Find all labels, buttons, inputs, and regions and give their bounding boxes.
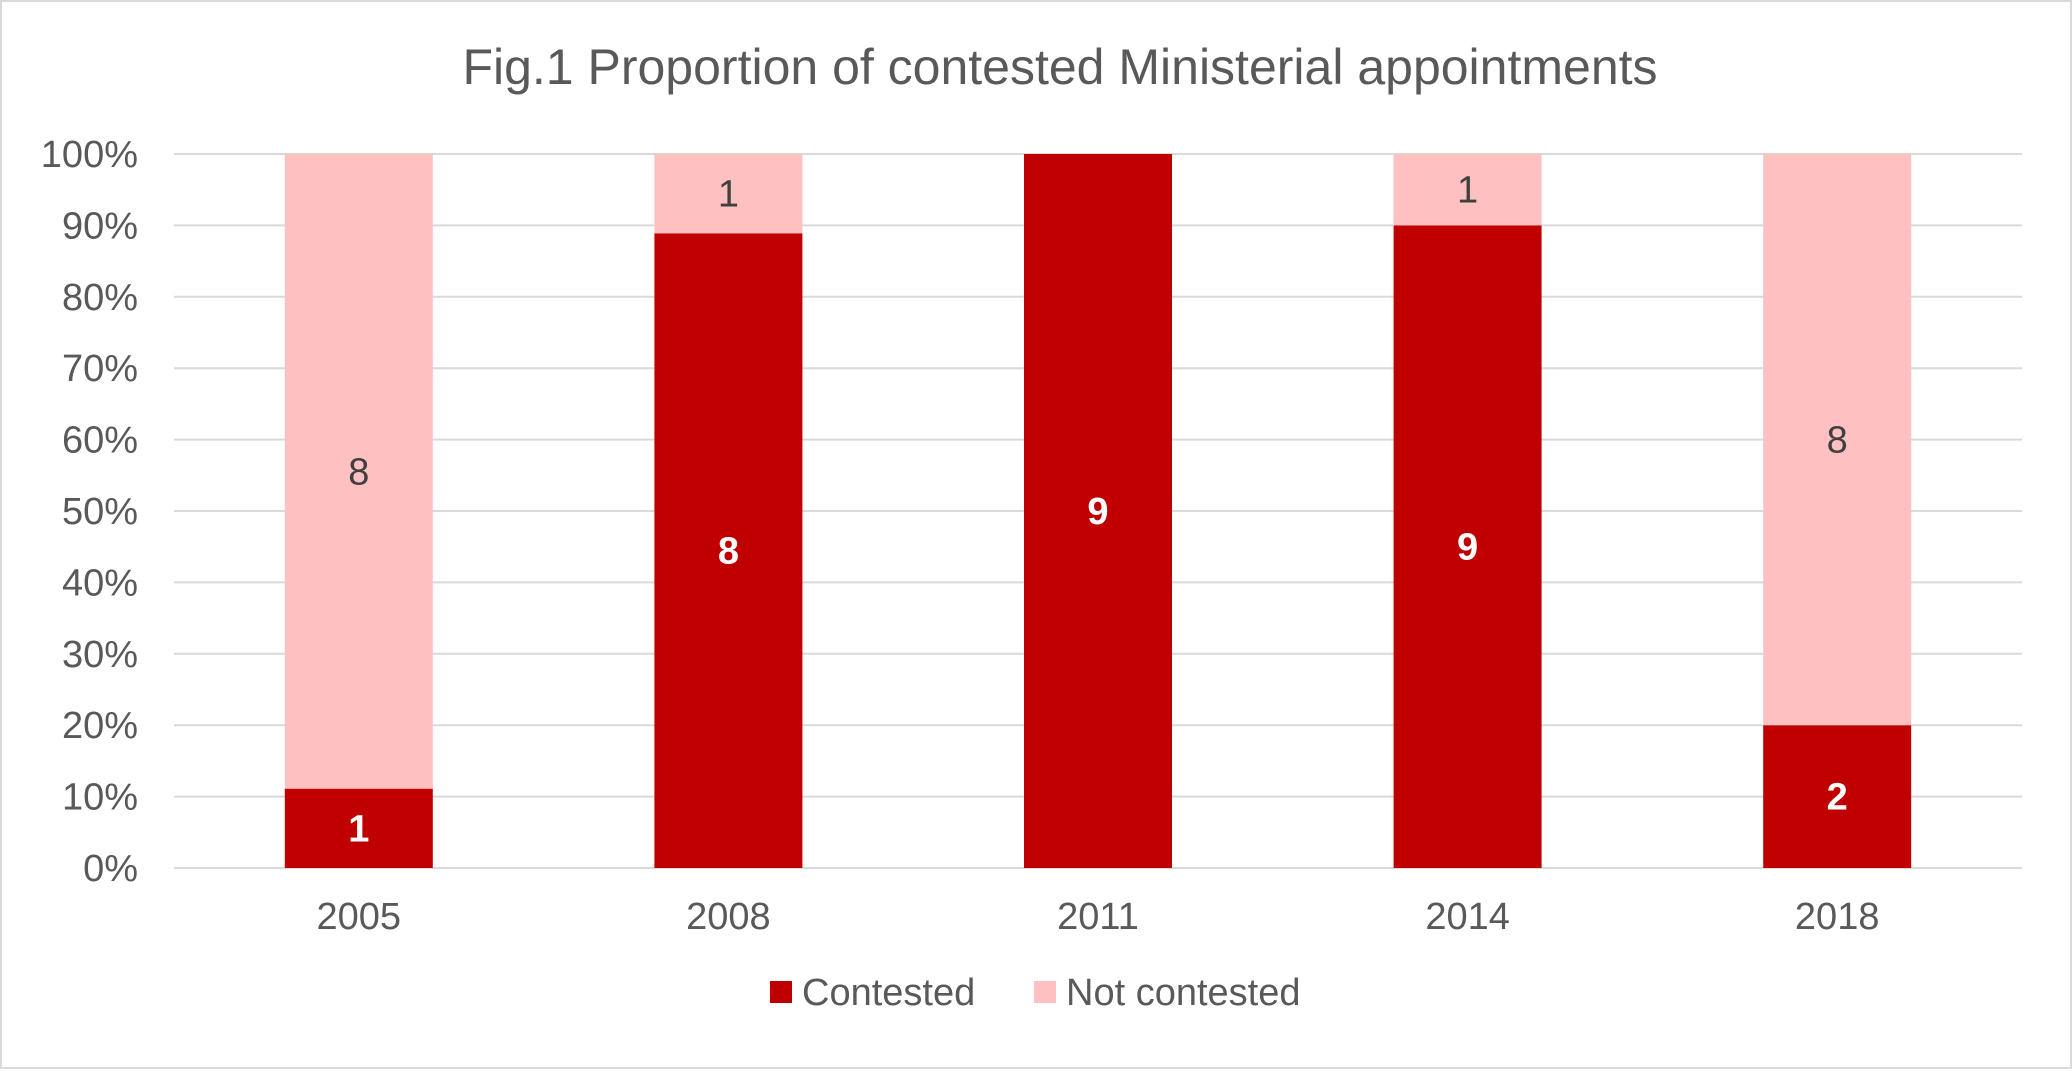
data-label: 9 — [1457, 527, 1478, 569]
legend-label: Contested — [802, 972, 975, 1014]
bar-not-contested-2005 — [284, 154, 433, 789]
x-tick-label: 2008 — [686, 896, 771, 938]
bar-not-contested-2008 — [654, 154, 803, 234]
legend: Contested Not contested — [770, 972, 1300, 1014]
bar-labels: 1 8 8 1 9 9 1 2 8 — [348, 170, 1848, 851]
x-tick-label: 2018 — [1795, 896, 1880, 938]
bar-contested-2011 — [1024, 154, 1172, 868]
y-tick-label: 30% — [62, 634, 138, 676]
chart-title: Fig.1 Proportion of contested Ministeria… — [462, 39, 1657, 95]
data-label: 1 — [718, 174, 739, 216]
data-label: 1 — [1457, 170, 1478, 212]
legend-label: Not contested — [1066, 972, 1300, 1014]
y-tick-label: 60% — [62, 420, 138, 462]
x-tick-label: 2005 — [317, 896, 402, 938]
y-tick-label: 0% — [83, 848, 138, 890]
bars — [284, 154, 1912, 869]
bar-contested-2014 — [1393, 225, 1542, 868]
x-tick-label: 2011 — [1057, 896, 1139, 938]
bar-not-contested-2014 — [1393, 154, 1542, 226]
x-axis-ticks: 2005 2008 2011 2014 2018 — [317, 896, 1880, 938]
y-tick-label: 10% — [62, 777, 138, 819]
y-tick-label: 100% — [41, 134, 138, 176]
bar-not-contested-2018 — [1763, 154, 1912, 726]
data-label: 8 — [348, 451, 369, 493]
y-axis-ticks: 0% 10% 20% 30% 40% 50% 60% 70% 80% 90% 100% — [41, 134, 138, 890]
data-label: 8 — [1827, 420, 1848, 462]
bar-contested-2005 — [284, 788, 433, 868]
data-label: 8 — [718, 531, 739, 573]
data-label: 9 — [1087, 491, 1108, 533]
y-tick-label: 50% — [62, 491, 138, 533]
bar-contested-2018 — [1763, 725, 1912, 868]
y-tick-label: 90% — [62, 205, 138, 247]
bar-contested-2008 — [654, 233, 803, 869]
legend-swatch — [770, 981, 792, 1003]
data-label: 2 — [1827, 777, 1848, 819]
y-tick-label: 70% — [62, 348, 138, 390]
y-tick-label: 80% — [62, 277, 138, 319]
x-tick-label: 2014 — [1425, 896, 1510, 938]
y-tick-label: 20% — [62, 705, 138, 747]
y-tick-label: 40% — [62, 562, 138, 604]
legend-swatch — [1034, 981, 1056, 1003]
data-label: 1 — [348, 808, 369, 850]
